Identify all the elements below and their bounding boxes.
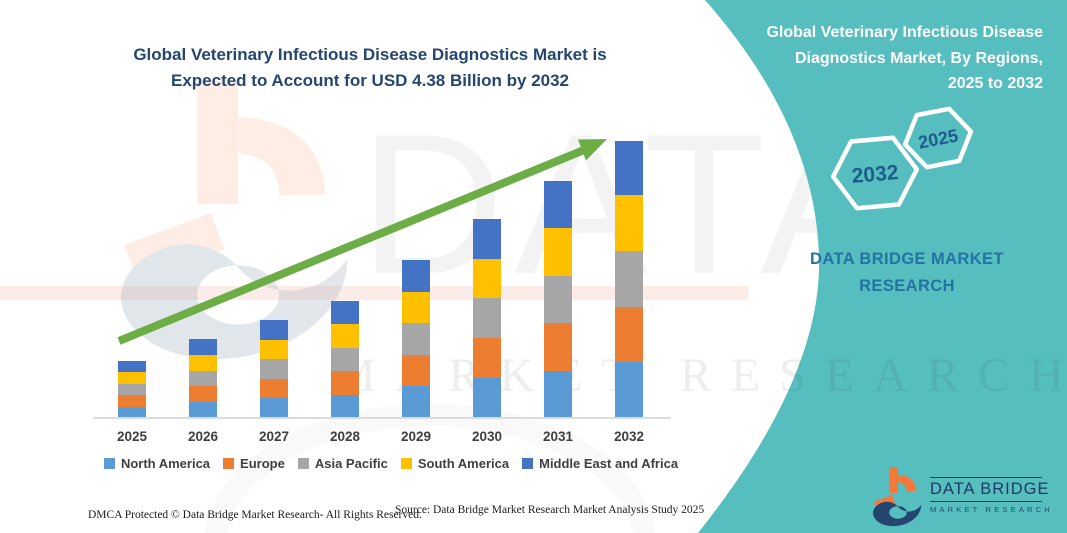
- x-axis-label-2031: 2031: [542, 429, 574, 444]
- legend-item-north-america: North America: [103, 456, 211, 471]
- panel-brand-line2: RESEARCH: [859, 277, 955, 296]
- legend-swatch-icon: [400, 458, 412, 469]
- panel-title-line1: Global Veterinary Infectious Disease: [766, 24, 1043, 41]
- chart-title-line2: Expected to Account for USD 4.38 Billion…: [170, 71, 570, 91]
- legend-swatch-icon: [297, 458, 309, 469]
- chart-legend: North America Europe Asia Pacific South Ame…: [95, 456, 687, 471]
- legend-swatch-icon: [522, 458, 534, 469]
- source-note: Source: Data Bridge Market Research Mark…: [395, 504, 705, 516]
- legend-item-middle-east-and-africa: Middle East and Africa: [522, 456, 678, 471]
- hexagon-2025: 2025: [902, 106, 974, 170]
- chart-title-line1: Global Veterinary Infectious Disease Dia…: [133, 45, 607, 64]
- logo-rule-bottom: [930, 501, 1042, 502]
- panel-title-line3: 2025 to 2032: [947, 75, 1043, 93]
- hexagon-2032: 2032: [830, 135, 920, 211]
- panel-brand-text: DATA BRIDGE MARKET RESEARCH: [793, 246, 1021, 300]
- x-axis-label-2025: 2025: [116, 429, 148, 444]
- legend-label: South America: [417, 456, 510, 471]
- arc-watermark: [204, 404, 656, 533]
- x-axis-label-2030: 2030: [471, 429, 503, 444]
- x-axis-label-2029: 2029: [400, 429, 432, 444]
- legend-swatch-icon: [103, 458, 115, 469]
- legend-label: Middle East and Africa: [539, 456, 679, 471]
- legend-swatch-icon: [223, 458, 235, 469]
- panel-title: Global Veterinary Infectious Disease Dia…: [743, 20, 1043, 97]
- panel-brand-line1: DATA BRIDGE MARKET: [810, 250, 1004, 268]
- legend-label: Asia Pacific: [314, 456, 388, 471]
- legend-item-south-america: South America: [400, 456, 510, 471]
- logo-name: DATA BRIDGE: [930, 480, 1050, 498]
- chart-title: Global Veterinary Infectious Disease Dia…: [80, 42, 660, 95]
- legend-label: North America: [120, 456, 211, 471]
- x-axis-label-2028: 2028: [329, 429, 361, 444]
- legend-item-europe: Europe: [223, 456, 285, 471]
- x-axis-label-2026: 2026: [187, 429, 219, 444]
- x-axis-label-2027: 2027: [258, 429, 290, 444]
- hexagon-2032-label: 2032: [851, 161, 900, 188]
- legend-label: Europe: [240, 456, 285, 471]
- legend-item-asia-pacific: Asia Pacific: [297, 456, 388, 471]
- logo-subtitle: MARKET RESEARCH: [930, 505, 1053, 514]
- dmca-notice: DMCA Protected © Data Bridge Market Rese…: [88, 509, 422, 521]
- x-axis-label-2032: 2032: [613, 429, 645, 444]
- x-axis-line: [93, 417, 671, 419]
- side-panel-shape: [698, 0, 1067, 533]
- company-logo-icon: [873, 466, 922, 527]
- logo-rule-top: [930, 477, 1042, 478]
- hexagon-2032-outline: [830, 135, 920, 211]
- hexagon-2025-outline: [902, 106, 974, 170]
- panel-title-line2: Diagnostics Market, By Regions,: [794, 49, 1043, 67]
